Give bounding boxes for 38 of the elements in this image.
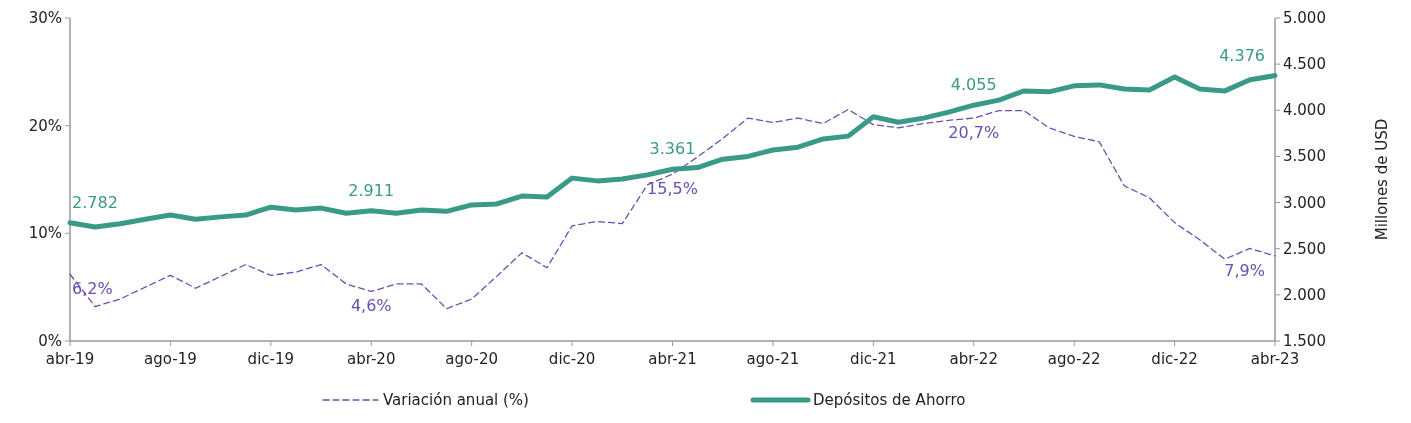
x-tick-label: dic-22 [1151, 350, 1198, 368]
x-tick-label: abr-19 [45, 350, 95, 368]
y2-tick-label: 4.000 [1283, 101, 1326, 120]
data-label: 3.361 [649, 139, 696, 159]
y2-tick-label: 1.500 [1283, 332, 1326, 350]
x-tick-label: ago-22 [1047, 350, 1101, 368]
x-tick-label: abr-23 [1250, 350, 1300, 368]
data-label: 4.376 [1219, 45, 1265, 65]
y2-tick-label: 2.500 [1283, 239, 1326, 258]
data-label: 4,6% [350, 296, 392, 316]
x-tick-label: dic-19 [247, 350, 295, 368]
data-label: 6,2% [72, 279, 113, 299]
x-tick-label: dic-21 [850, 350, 897, 368]
data-label: 2.911 [348, 180, 395, 200]
data-label: 15,5% [647, 179, 698, 199]
legend-label: Depósitos de Ahorro [813, 391, 966, 409]
y-tick-label: 30% [28, 9, 62, 27]
y2-tick-label: 5.000 [1283, 9, 1326, 27]
y2-tick-label: 2.000 [1283, 285, 1326, 304]
x-tick-label: abr-20 [347, 350, 396, 368]
y-tick-label: 10% [28, 224, 62, 243]
y2-tick-label: 3.000 [1283, 193, 1326, 212]
x-tick-label: dic-20 [548, 350, 596, 368]
x-tick-label: ago-20 [445, 350, 498, 368]
data-label: 4.055 [950, 75, 997, 95]
x-tick-label: abr-22 [949, 350, 998, 368]
x-tick-label: abr-21 [648, 350, 697, 368]
x-tick-label: ago-21 [746, 350, 800, 368]
y-tick-label: 20% [28, 116, 62, 135]
data-label: 2.782 [72, 192, 118, 212]
y2-tick-label: 3.500 [1283, 147, 1326, 166]
x-tick-label: ago-19 [144, 350, 197, 368]
y2-axis-title: Millones de USD [1373, 118, 1391, 241]
legend-label: Variación anual (%) [383, 391, 529, 409]
data-label: 7,9% [1224, 260, 1265, 280]
data-label: 20,7% [948, 123, 1000, 143]
y2-tick-label: 4.500 [1283, 55, 1326, 74]
y-tick-label: 0% [38, 332, 62, 350]
